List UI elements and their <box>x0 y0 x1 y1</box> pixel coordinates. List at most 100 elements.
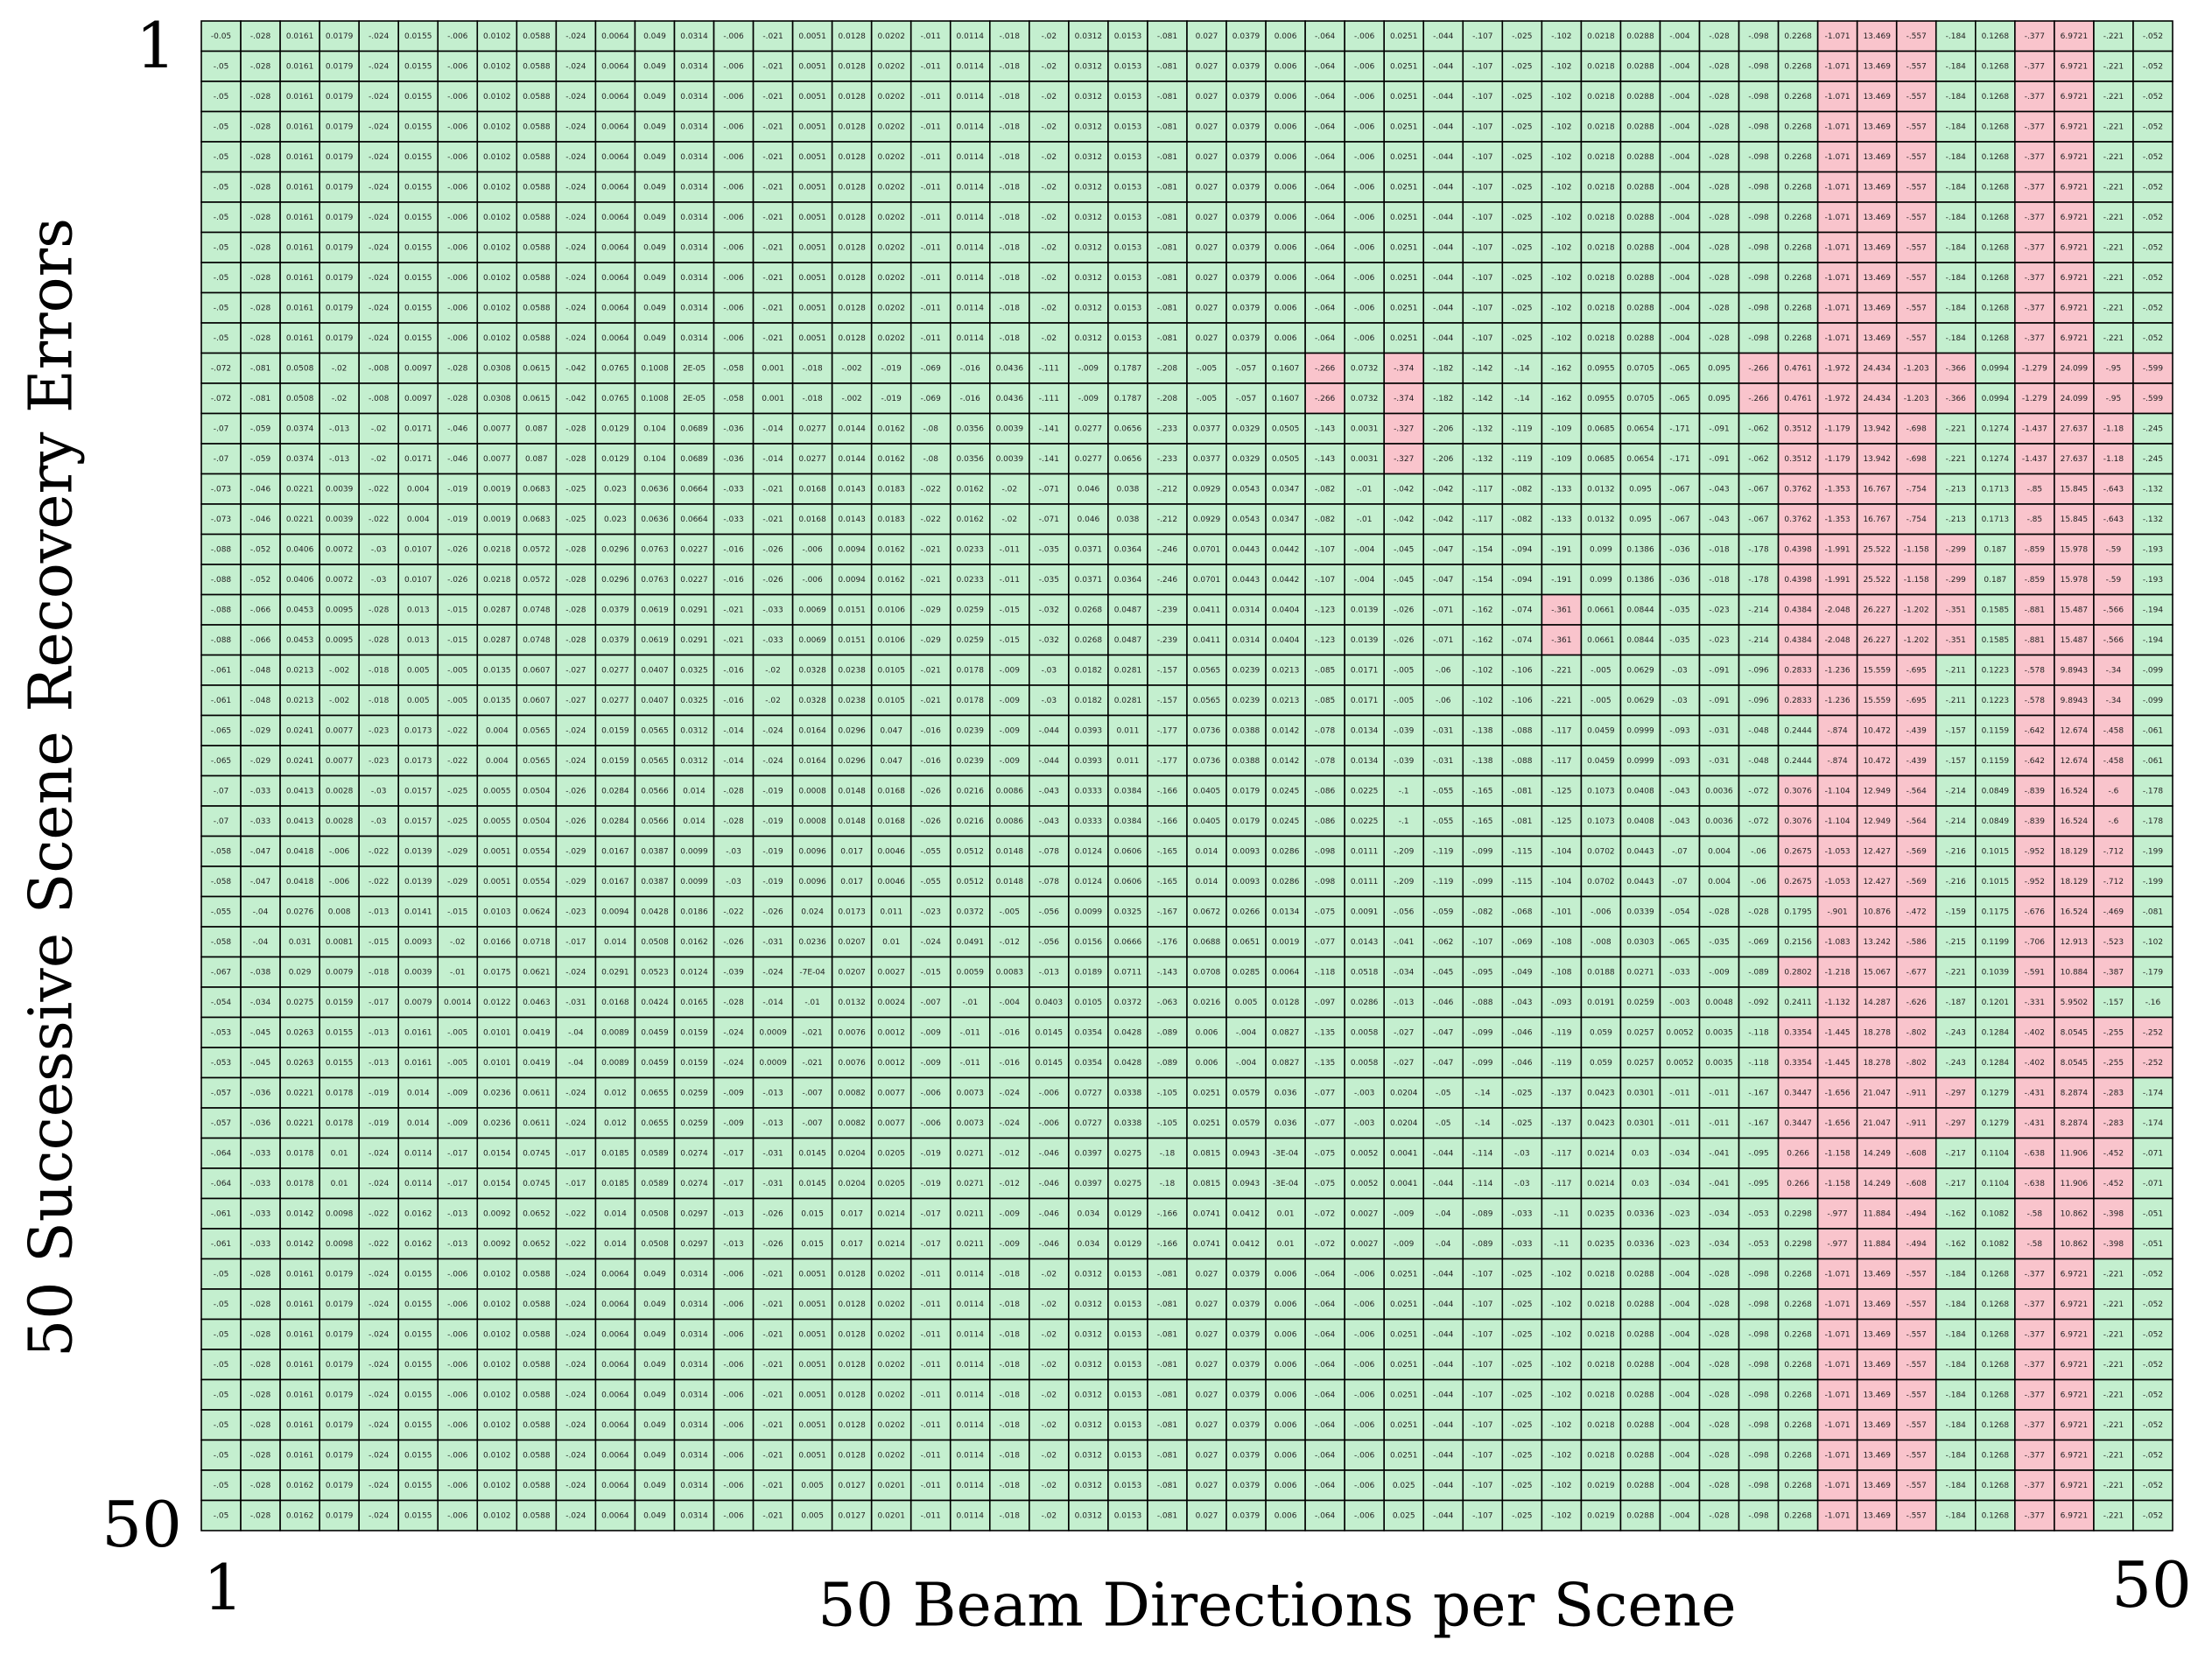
cell-value: 0.0543 <box>1232 515 1260 524</box>
cell-value: -.028 <box>1748 908 1769 916</box>
cell-value: -.045 <box>1394 576 1414 585</box>
cell-value: 0.0459 <box>1587 757 1615 766</box>
cell-value: -.167 <box>1748 1119 1768 1128</box>
cell-value: -.024 <box>565 1270 586 1279</box>
cell-value: -.239 <box>1157 606 1178 614</box>
cell-value: 0.0128 <box>838 62 866 71</box>
cell-value: -.028 <box>1709 32 1730 41</box>
cell-value: 0.0051 <box>798 1391 826 1399</box>
cell-value: 0.004 <box>407 485 430 494</box>
cell-value: -.018 <box>1709 576 1730 585</box>
cell-value: -.221 <box>2103 93 2124 102</box>
cell-value: -.016 <box>921 757 942 766</box>
cell-value: -.006 <box>723 214 744 222</box>
cell-value: -.071 <box>1039 515 1059 524</box>
cell-value: -.439 <box>1907 757 1928 766</box>
cell-value: -.377 <box>2025 214 2045 222</box>
cell-value: 0.0128 <box>838 32 866 41</box>
cell-value: -.006 <box>1591 908 1612 916</box>
cell-value: 0.0994 <box>1982 364 2010 373</box>
cell-value: -.14 <box>1514 364 1530 373</box>
cell-value: 0.0114 <box>957 1451 985 1460</box>
cell-value: -.052 <box>2143 1482 2163 1490</box>
cell-value: -.107 <box>1472 93 1492 102</box>
cell-value: -.039 <box>1394 726 1415 735</box>
cell-value: -.02 <box>371 455 387 464</box>
cell-value: 6.9721 <box>2061 1330 2089 1339</box>
cell-value: 0.0312 <box>1075 214 1103 222</box>
cell-value: 0.0314 <box>680 214 708 222</box>
cell-value: -.044 <box>1433 1300 1454 1309</box>
cell-value: 0.01 <box>331 1149 348 1158</box>
cell-value: -.004 <box>1669 62 1690 71</box>
cell-value: -.097 <box>1315 999 1335 1007</box>
cell-value: -.004 <box>1354 545 1375 554</box>
cell-value: 0.1279 <box>1982 1089 2010 1097</box>
cell-value: 8.2874 <box>2061 1119 2089 1128</box>
cell-value: -.024 <box>369 243 390 252</box>
cell-value: -.157 <box>1157 697 1177 705</box>
cell-value: -.088 <box>1472 999 1493 1007</box>
cell-value: 0.0143 <box>1351 938 1379 947</box>
cell-value: -.052 <box>2143 62 2163 71</box>
cell-value: 0.0588 <box>523 1270 551 1279</box>
cell-value: 0.0161 <box>286 1270 314 1279</box>
cell-value: -.283 <box>2103 1089 2124 1097</box>
cell-value: 0.0124 <box>1075 847 1103 856</box>
cell-value: 0.0705 <box>1626 395 1654 403</box>
cell-value: -1.353 <box>1825 485 1850 494</box>
cell-value: -.028 <box>250 1330 271 1339</box>
cell-value: 0.0238 <box>838 697 866 705</box>
cell-value: -.028 <box>723 787 744 795</box>
cell-value: 0.0259 <box>680 1119 708 1128</box>
cell-value: -.102 <box>1551 1451 1571 1460</box>
cell-value: 0.0379 <box>1232 123 1260 131</box>
cell-value: -.021 <box>762 1482 783 1490</box>
cell-value: 0.0179 <box>326 214 354 222</box>
cell-value: -.221 <box>2103 153 2124 162</box>
cell-value: -.085 <box>1315 697 1335 705</box>
cell-value: -.028 <box>1709 1300 1730 1309</box>
cell-value: -.006 <box>1354 1391 1375 1399</box>
cell-value: 0.047 <box>880 757 902 766</box>
cell-value: 0.0148 <box>838 817 866 826</box>
cell-value: -.911 <box>1907 1089 1927 1097</box>
cell-value: 0.0102 <box>483 1451 511 1460</box>
cell-value: 0.0251 <box>1390 183 1418 192</box>
cell-value: 0.0064 <box>601 1330 629 1339</box>
cell-value: -.117 <box>1551 1180 1571 1188</box>
cell-value: -.006 <box>1354 214 1375 222</box>
cell-value: -.044 <box>1433 183 1454 192</box>
cell-value: 0.049 <box>643 1511 666 1520</box>
cell-value: 0.017 <box>840 1240 863 1249</box>
cell-value: -.05 <box>214 1391 229 1399</box>
cell-value: -.016 <box>723 666 744 675</box>
cell-value: -.056 <box>1039 938 1060 947</box>
cell-value: -.064 <box>1315 62 1336 71</box>
cell-value: 0.0588 <box>523 1482 551 1490</box>
cell-value: 0.0159 <box>601 757 629 766</box>
cell-value: 0.0179 <box>326 1511 354 1520</box>
cell-value: 0.0095 <box>326 606 354 614</box>
cell-value: -.111 <box>1039 395 1059 403</box>
cell-value: -.006 <box>723 123 744 131</box>
cell-value: -.071 <box>1433 606 1453 614</box>
cell-value: -.059 <box>250 455 271 464</box>
cell-value: 0.017 <box>840 1209 863 1218</box>
cell-value: -.028 <box>369 636 390 645</box>
cell-value: -.06 <box>1436 697 1451 705</box>
cell-value: -.009 <box>1078 364 1099 373</box>
cell-value: -.062 <box>1433 938 1453 947</box>
cell-value: 0.006 <box>1275 62 1297 71</box>
cell-value: 13.469 <box>1863 1270 1891 1279</box>
cell-value: 10.472 <box>1863 757 1891 766</box>
cell-value: -.006 <box>1354 32 1375 41</box>
cell-value: 0.0102 <box>483 214 511 222</box>
cell-value: -.706 <box>2025 938 2046 947</box>
cell-value: -.557 <box>1907 1391 1927 1399</box>
cell-value: 0.0312 <box>1075 123 1103 131</box>
cell-value: -.011 <box>921 62 941 71</box>
cell-value: -.043 <box>1512 999 1532 1007</box>
cell-value: -.033 <box>723 515 743 524</box>
cell-value: 0.0134 <box>1272 908 1300 916</box>
